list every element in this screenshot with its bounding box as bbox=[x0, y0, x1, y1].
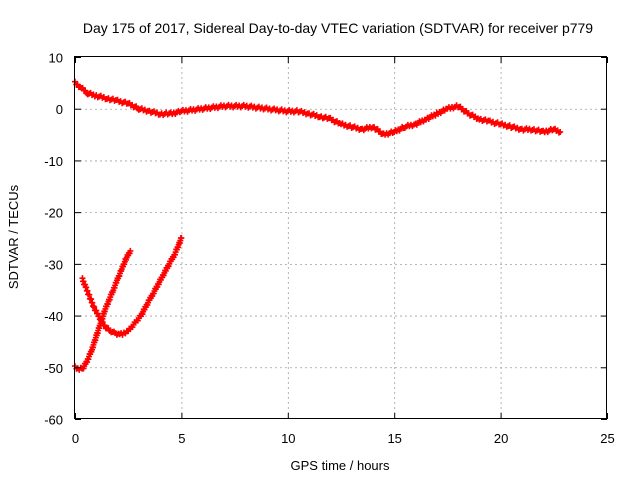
x-tick-label: 10 bbox=[281, 431, 295, 446]
x-tick-label: 15 bbox=[387, 431, 401, 446]
x-tick-label: 20 bbox=[494, 431, 508, 446]
y-tick-label: -40 bbox=[44, 309, 63, 324]
y-tick-label: -50 bbox=[44, 361, 63, 376]
y-tick-label: -30 bbox=[44, 257, 63, 272]
data-point bbox=[101, 322, 108, 329]
series-arc-a bbox=[72, 247, 134, 373]
y-tick-labels: -60 -50 -40 -30 -20 -10 0 10 bbox=[44, 51, 63, 428]
data-points bbox=[72, 78, 564, 373]
x-tick-label: 25 bbox=[600, 431, 614, 446]
y-tick-label: -10 bbox=[44, 154, 63, 169]
data-point bbox=[127, 247, 134, 254]
x-axis-label: GPS time / hours bbox=[291, 458, 390, 473]
axis-ticks bbox=[75, 57, 608, 420]
data-point bbox=[557, 128, 564, 135]
y-tick-label: -20 bbox=[44, 206, 63, 221]
data-point bbox=[178, 235, 185, 241]
x-tick-labels: 0 5 10 15 20 25 bbox=[72, 431, 615, 446]
x-tick-label: 0 bbox=[72, 431, 79, 446]
series-arc-b bbox=[79, 235, 185, 338]
grid-lines bbox=[75, 57, 607, 419]
y-axis-label: SDTVAR / TECUs bbox=[6, 184, 21, 289]
y-tick-label: -60 bbox=[44, 413, 63, 428]
x-tick-label: 5 bbox=[178, 431, 185, 446]
data-point bbox=[99, 319, 106, 326]
plot-frame bbox=[74, 56, 607, 419]
chart-title: Day 175 of 2017, Sidereal Day-to-day VTE… bbox=[83, 20, 593, 36]
y-tick-label: 10 bbox=[49, 51, 63, 66]
series-main bbox=[72, 78, 564, 138]
y-tick-label: 0 bbox=[56, 102, 63, 117]
